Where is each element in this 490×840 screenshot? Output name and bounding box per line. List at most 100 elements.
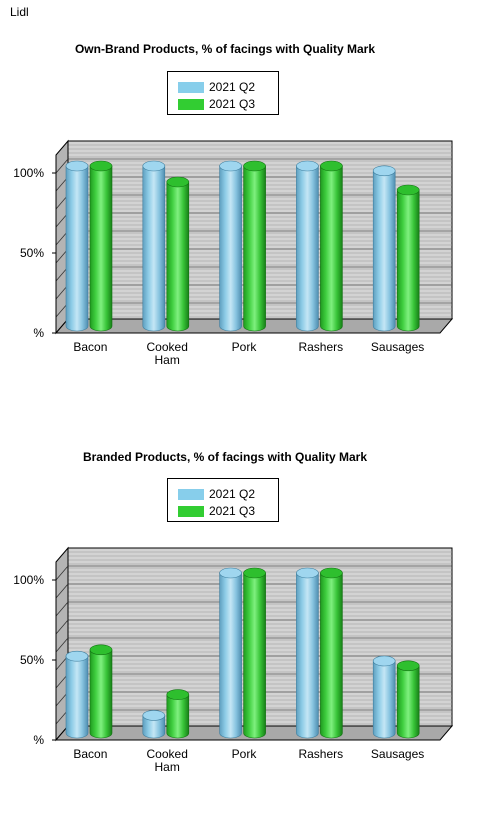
bar-top: [142, 710, 166, 721]
legend-item: 2021 Q3: [178, 504, 255, 518]
legend-item: 2021 Q2: [178, 487, 255, 501]
bar: [89, 160, 113, 332]
x-tick-label: Ham: [155, 353, 180, 367]
bar: [65, 650, 89, 739]
legend-label: 2021 Q3: [209, 97, 256, 111]
legend-label: 2021 Q2: [209, 80, 256, 94]
bar-top: [166, 176, 190, 188]
bar-top: [320, 160, 343, 172]
x-tick-label: Bacon: [73, 340, 107, 354]
bar-top: [296, 567, 319, 579]
bar: [243, 160, 266, 332]
bar-top: [65, 160, 89, 172]
bar-top: [372, 165, 396, 177]
bar-body: [320, 572, 343, 739]
bar-top: [219, 160, 242, 172]
bar-body: [396, 665, 420, 739]
bar-top: [243, 567, 266, 579]
x-tick-label: Ham: [155, 760, 180, 774]
bar-body: [142, 165, 166, 332]
bar-body: [65, 165, 89, 332]
legend-swatch-q3: [178, 505, 204, 517]
bar: [296, 567, 319, 739]
chart-legend: 2021 Q2 2021 Q3: [167, 478, 279, 522]
bar-body: [296, 165, 319, 332]
legend-item: 2021 Q2: [178, 80, 255, 94]
bar-body: [396, 189, 420, 332]
bar-top: [65, 650, 89, 662]
bar: [372, 655, 396, 739]
side-wall-line: [55, 619, 69, 635]
x-tick-label: Bacon: [73, 747, 107, 761]
bar: [219, 567, 242, 739]
x-tick-label: Sausages: [371, 747, 424, 761]
bar: [396, 660, 420, 739]
bar-body: [219, 572, 242, 739]
bar: [296, 160, 319, 332]
bar: [243, 567, 266, 739]
side-wall-line: [55, 583, 69, 599]
x-tick-label: Cooked: [147, 340, 188, 354]
brand-label: Lidl: [10, 5, 29, 19]
bar-top: [142, 160, 166, 172]
legend-swatch-q2: [178, 488, 204, 500]
bar-top: [396, 660, 420, 672]
bar-body: [243, 572, 266, 739]
bar-top: [219, 567, 242, 579]
bar-body: [166, 694, 190, 739]
bar: [166, 689, 190, 739]
bar-top: [89, 644, 113, 656]
y-tick-label: %: [33, 733, 44, 747]
bar: [396, 184, 420, 332]
legend-swatch-q2: [178, 81, 204, 93]
bar-body: [142, 715, 166, 739]
bar-top: [396, 184, 420, 196]
bar-top: [89, 160, 113, 172]
side-wall-line: [55, 637, 69, 653]
bar-top: [243, 160, 266, 172]
bar: [320, 160, 343, 332]
bar-body: [296, 572, 319, 739]
bar-body: [243, 165, 266, 332]
bar: [142, 160, 166, 332]
y-tick-label: %: [33, 326, 44, 340]
side-wall-line: [55, 601, 69, 617]
bar: [89, 644, 113, 739]
y-tick-label: 50%: [20, 653, 44, 667]
x-tick-label: Sausages: [371, 340, 424, 354]
legend-swatch-q3: [178, 98, 204, 110]
bar-top: [296, 160, 319, 172]
y-tick-label: 50%: [20, 246, 44, 260]
side-wall-line: [55, 565, 69, 581]
bar-body: [166, 181, 190, 332]
bar: [142, 710, 166, 739]
bar-body: [372, 170, 396, 332]
chart-title: Own-Brand Products, % of facings with Qu…: [74, 42, 376, 56]
bar-body: [219, 165, 242, 332]
x-tick-label: Pork: [232, 340, 258, 354]
bar: [65, 160, 89, 332]
bar-top: [166, 689, 190, 700]
x-tick-label: Rashers: [298, 747, 343, 761]
y-tick-label: 100%: [13, 166, 44, 180]
x-tick-label: Rashers: [298, 340, 343, 354]
bar-body: [89, 649, 113, 739]
legend-label: 2021 Q3: [209, 504, 256, 518]
side-wall-line: [55, 158, 69, 174]
bar: [166, 176, 190, 332]
legend-item: 2021 Q3: [178, 97, 255, 111]
bar: [219, 160, 242, 332]
x-tick-label: Cooked: [147, 747, 188, 761]
bar: [320, 567, 343, 739]
y-tick-label: 100%: [13, 573, 44, 587]
chart-legend: 2021 Q2 2021 Q3: [167, 71, 279, 115]
bar-body: [320, 165, 343, 332]
legend-label: 2021 Q2: [209, 487, 256, 501]
x-tick-label: Pork: [232, 747, 258, 761]
bar-top: [320, 567, 343, 579]
bar-body: [65, 655, 89, 739]
bar-body: [372, 660, 396, 739]
bar-body: [89, 165, 113, 332]
